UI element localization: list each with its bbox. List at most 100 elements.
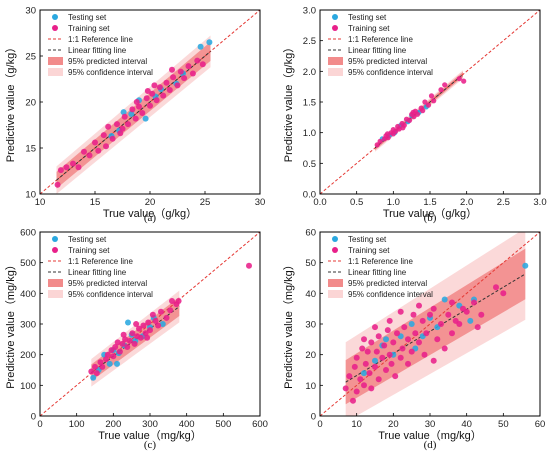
training-point	[346, 373, 353, 380]
conf-legend-label: 95% confidence interval	[68, 290, 153, 299]
pred-legend-label: 95% predicted interval	[68, 279, 147, 288]
training-point	[388, 360, 395, 367]
training-point	[246, 262, 252, 269]
training-point	[125, 121, 131, 128]
training-point	[374, 142, 380, 148]
testing-legend-marker	[332, 14, 338, 20]
training-point	[361, 382, 367, 389]
training-point	[137, 334, 144, 341]
training-point	[136, 103, 142, 110]
training-point	[142, 330, 149, 337]
training-point	[350, 397, 356, 404]
training-point	[114, 121, 120, 128]
fit-legend-label: Linear fitting line	[348, 268, 407, 277]
training-point	[151, 82, 158, 89]
y-tick-label: 100	[20, 381, 36, 392]
training-point	[158, 308, 164, 315]
testing-legend-marker	[332, 236, 338, 242]
y-tick-label: 30	[305, 320, 316, 331]
training-point	[147, 327, 153, 334]
x-tick-label: 0	[37, 419, 42, 430]
training-point	[456, 76, 462, 82]
training-point	[119, 125, 126, 132]
training-point	[167, 307, 174, 314]
training-point	[386, 351, 393, 358]
testing-point	[128, 111, 135, 117]
training-point	[189, 70, 196, 77]
training-point	[144, 334, 151, 341]
training-point	[185, 63, 192, 70]
y-tick-label: 1.0	[303, 128, 316, 139]
y-axis-label: Predictive value（g/kg）	[4, 42, 17, 162]
training-point	[117, 130, 124, 137]
testing-point	[361, 370, 367, 377]
testing-point	[106, 360, 113, 367]
ref-legend-label: 1:1 Reference line	[68, 35, 133, 44]
training-point	[445, 311, 452, 318]
training-point	[124, 344, 131, 350]
training-point	[132, 115, 139, 122]
training-point	[75, 164, 82, 171]
training-legend-label: Training set	[348, 246, 390, 255]
y-tick-label: 2.5	[303, 36, 316, 47]
training-point	[169, 298, 175, 304]
y-axis-label: Predictive value（mg/kg）	[4, 259, 17, 389]
x-tick-label: 10	[351, 419, 362, 430]
testing-point	[467, 317, 474, 324]
testing-legend-label: Testing set	[348, 13, 387, 22]
x-tick-label: 20	[388, 419, 399, 430]
training-point	[153, 97, 160, 104]
training-legend-label: Training set	[348, 24, 390, 33]
plot-area	[40, 10, 260, 194]
training-point	[422, 99, 428, 105]
training-point	[368, 385, 375, 392]
legend: Testing set Training set 1:1 Reference lin…	[48, 235, 153, 299]
training-point	[410, 109, 416, 115]
training-point	[126, 337, 133, 344]
training-point	[149, 311, 156, 318]
training-legend-label: Training set	[68, 24, 110, 33]
training-point	[399, 345, 406, 352]
training-point	[364, 348, 371, 355]
training-point	[95, 147, 102, 154]
training-point	[86, 152, 93, 159]
training-point	[383, 367, 389, 373]
testing-point	[142, 115, 149, 122]
y-tick-label: 0	[31, 412, 36, 423]
training-point	[174, 82, 181, 89]
x-tick-label: 0.5	[350, 197, 363, 208]
training-point	[144, 88, 151, 94]
training-point	[133, 99, 140, 105]
training-point	[136, 325, 142, 332]
training-point	[449, 330, 455, 337]
training-point	[400, 125, 406, 131]
training-point	[441, 345, 448, 352]
training-point	[342, 385, 349, 392]
training-point	[54, 181, 61, 188]
y-axis-label: Predictive value（mg/kg）	[282, 259, 295, 389]
x-tick-label: 40	[461, 419, 472, 430]
panel-caption: (b)	[424, 212, 437, 224]
reference-line	[40, 232, 260, 416]
pred-legend-label: 95% predicted interval	[348, 279, 427, 288]
y-tick-label: 500	[20, 258, 36, 269]
training-point	[359, 345, 366, 352]
training-point	[100, 132, 107, 139]
x-axis-label: True value（mg/kg）	[378, 429, 482, 442]
training-point	[353, 388, 360, 395]
training-point	[419, 317, 426, 324]
x-axis-label: True value（g/kg）	[103, 207, 197, 220]
training-point	[70, 160, 76, 167]
y-tick-label: 15	[25, 144, 36, 155]
training-point	[500, 290, 507, 297]
testing-point	[120, 109, 127, 116]
training-point	[406, 117, 413, 123]
y-tick-label: 60	[305, 228, 316, 239]
chart-panel-a: 10 15 20 25 30 10 15 20 25 30 True value（g/kg） Pred…	[4, 6, 265, 225]
training-point	[97, 359, 104, 366]
training-point	[438, 87, 444, 93]
fit-legend-label: Linear fitting line	[68, 268, 127, 277]
plot-area	[40, 232, 260, 416]
training-point	[416, 339, 422, 346]
training-point	[92, 363, 98, 370]
